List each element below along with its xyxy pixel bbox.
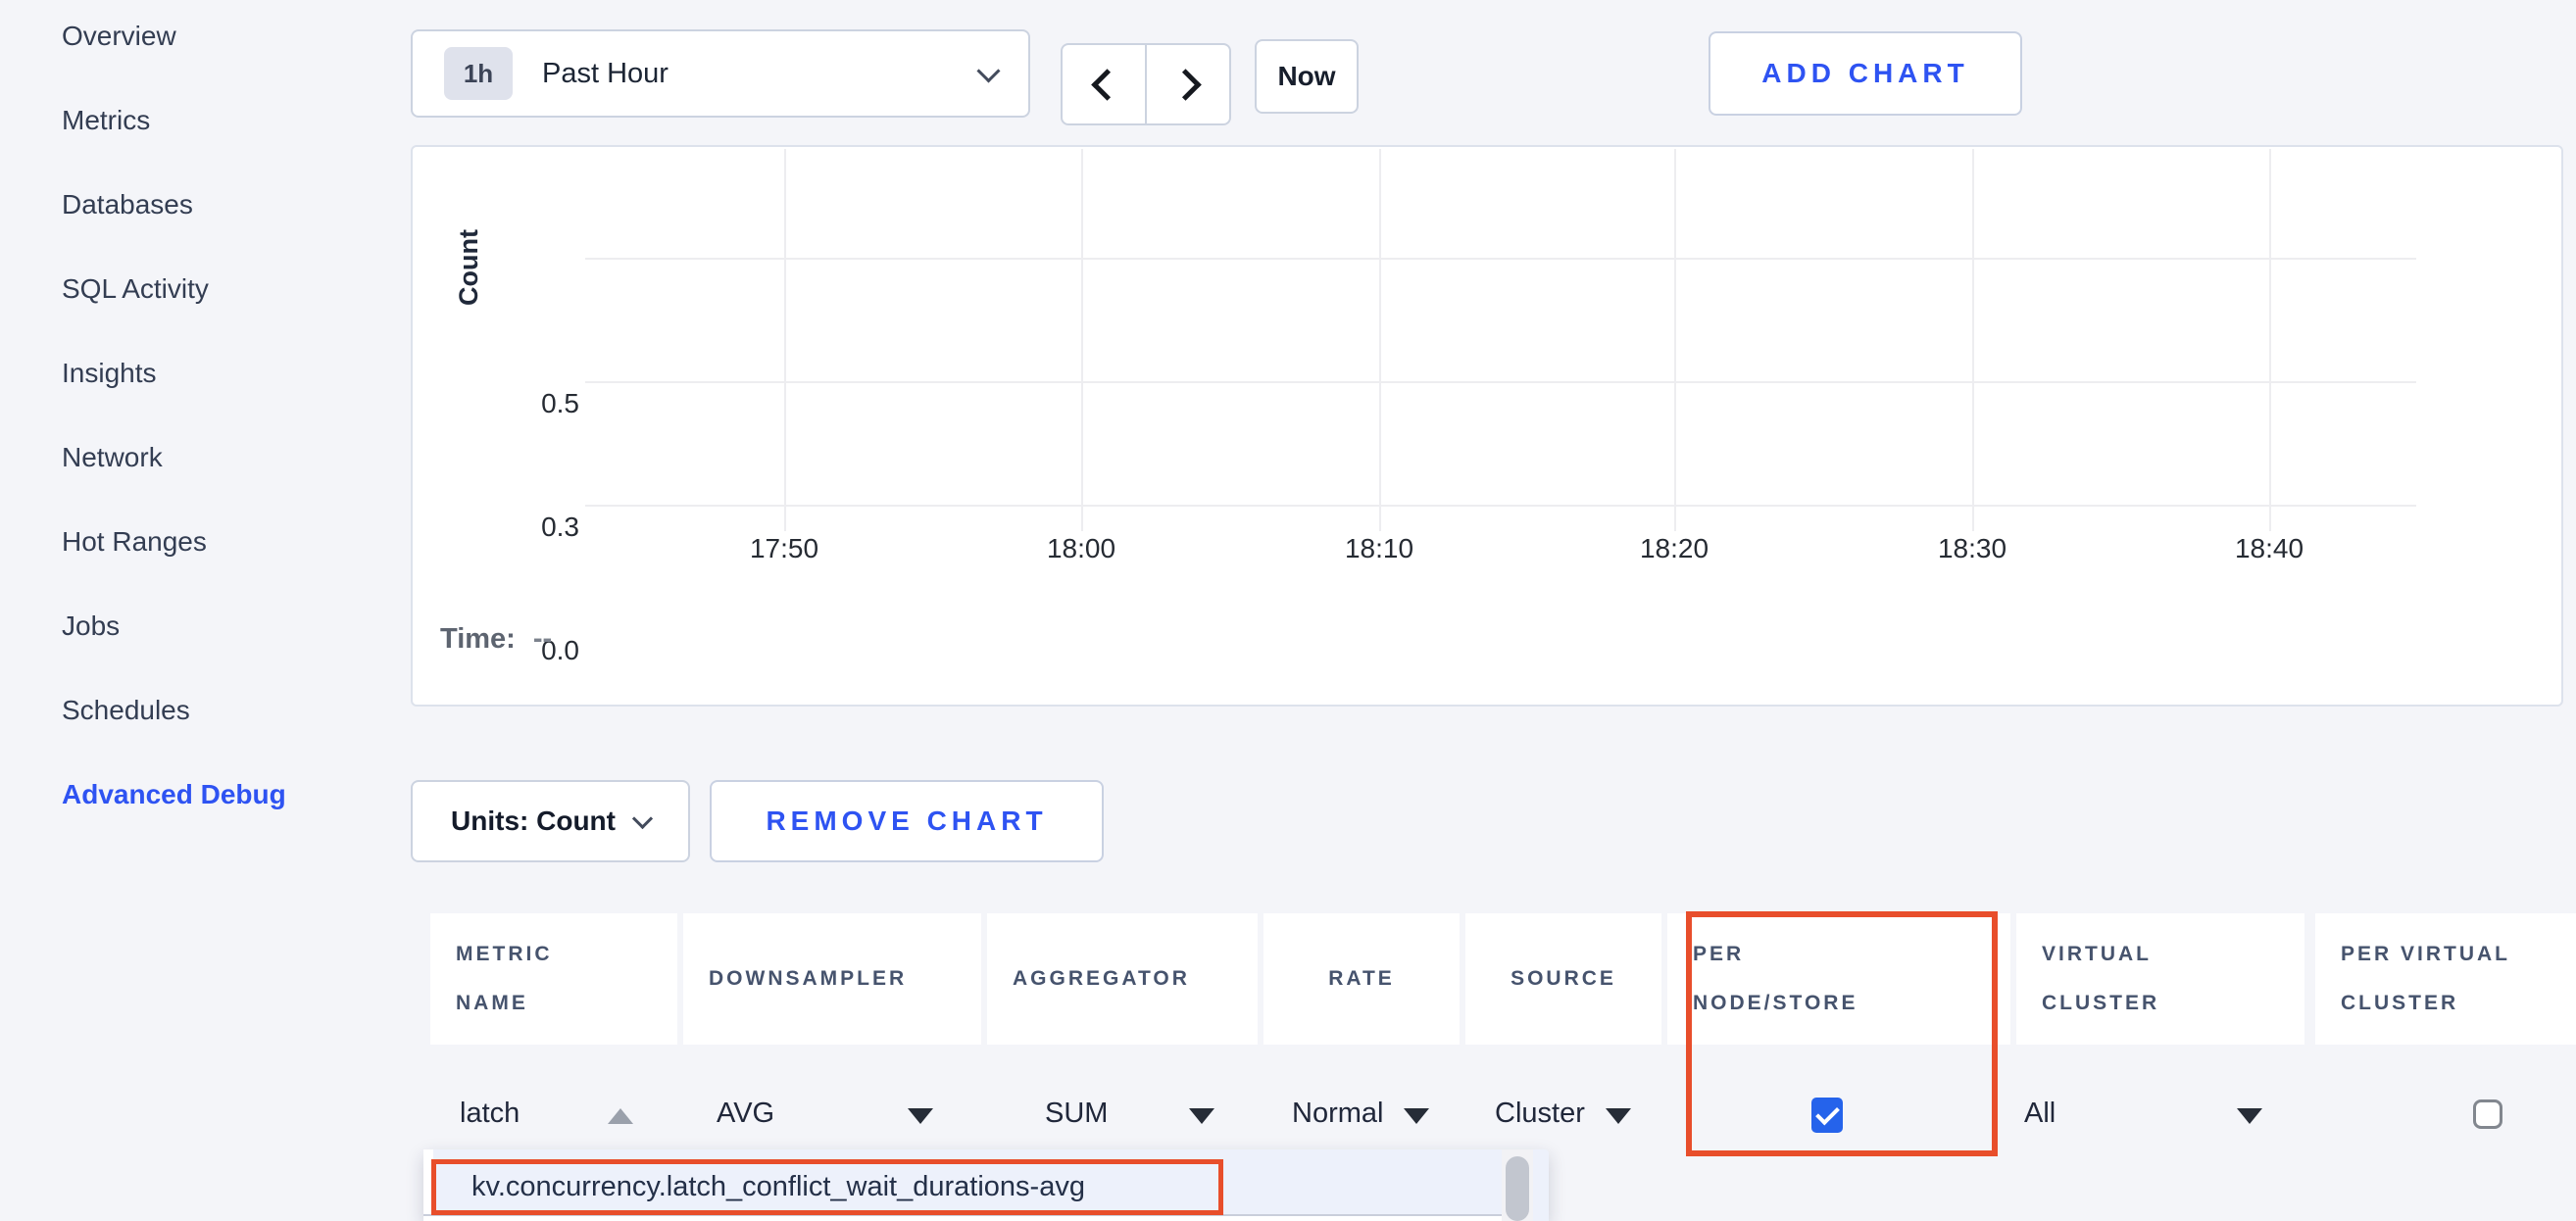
sidebar-item-sql-activity[interactable]: SQL Activity — [62, 273, 209, 304]
gridline-vertical — [1081, 149, 1083, 531]
sidebar-item-network[interactable]: Network — [62, 442, 163, 472]
time-value: -- — [532, 623, 553, 655]
x-tick-label: 18:30 — [1937, 533, 2007, 563]
now-button[interactable]: Now — [1255, 39, 1359, 114]
y-tick-label: 0.5 — [541, 388, 579, 418]
rate-select[interactable]: Normal — [1292, 1098, 1384, 1129]
y-tick-label: 0.0 — [541, 635, 579, 665]
gridline-vertical — [784, 149, 786, 531]
previous-timeframe-button[interactable] — [1063, 45, 1147, 123]
custom-chart-panel: Count 0.5 0.3 0.0 17:50 18:00 18:10 18:2… — [411, 145, 2563, 707]
caret-down-icon[interactable] — [1404, 1108, 1429, 1124]
add-chart-button[interactable]: ADD CHART — [1709, 31, 2022, 116]
y-axis-label: Count — [454, 229, 483, 306]
gridline-vertical — [1379, 149, 1381, 531]
column-header-source: SOURCE — [1465, 913, 1661, 1045]
sidebar-item-advanced-debug[interactable]: Advanced Debug — [62, 779, 286, 809]
chevron-down-icon — [631, 807, 654, 829]
gridline-vertical — [2269, 149, 2271, 531]
per-virtual-cluster-checkbox[interactable] — [2473, 1099, 2502, 1129]
gridline-horizontal — [585, 258, 2416, 260]
source-select[interactable]: Cluster — [1495, 1098, 1585, 1129]
time-label: Time: — [440, 623, 516, 655]
chevron-right-icon — [1168, 68, 1202, 101]
x-tick-label: 18:00 — [1046, 533, 1116, 563]
metric-autocomplete-dropdown: kv.concurrency.latch_conflict_wait_durat… — [423, 1149, 1549, 1221]
column-header-per-node-store: PER NODE/STORE — [1667, 913, 2010, 1045]
x-tick-label: 18:10 — [1344, 533, 1414, 563]
sidebar-item-metrics[interactable]: Metrics — [62, 105, 151, 135]
dropdown-edge — [423, 1149, 433, 1221]
gridline-vertical — [1674, 149, 1676, 531]
x-tick-label: 18:40 — [2234, 533, 2304, 563]
sidebar: Overview Metrics Databases SQL Activity … — [62, 0, 395, 837]
caret-down-icon[interactable] — [1606, 1108, 1631, 1124]
hover-time-readout: Time: -- — [440, 623, 552, 656]
column-header-metric-name: METRIC NAME — [430, 913, 677, 1045]
column-header-downsampler: DOWNSAMPLER — [683, 913, 981, 1045]
column-header-aggregator: AGGREGATOR — [987, 913, 1258, 1045]
chevron-left-icon — [1090, 68, 1123, 101]
time-window-badge: 1h — [444, 47, 513, 100]
sidebar-item-overview[interactable]: Overview — [62, 21, 176, 51]
sidebar-item-schedules[interactable]: Schedules — [62, 695, 190, 725]
caret-down-icon[interactable] — [908, 1108, 933, 1124]
next-timeframe-button[interactable] — [1147, 45, 1229, 123]
gridline-horizontal — [585, 505, 2416, 507]
sidebar-item-hot-ranges[interactable]: Hot Ranges — [62, 526, 207, 557]
metric-name-input[interactable] — [460, 1098, 607, 1130]
next-suggestion-partial — [423, 1214, 1502, 1221]
sidebar-item-databases[interactable]: Databases — [62, 189, 193, 220]
column-header-virtual-cluster: VIRTUAL CLUSTER — [2016, 913, 2304, 1045]
downsampler-select[interactable]: AVG — [717, 1098, 775, 1129]
sidebar-item-insights[interactable]: Insights — [62, 358, 157, 388]
caret-up-icon[interactable] — [608, 1108, 633, 1124]
column-header-rate: RATE — [1263, 913, 1460, 1045]
x-tick-label: 18:20 — [1639, 533, 1709, 563]
virtual-cluster-select[interactable]: All — [2024, 1098, 2056, 1129]
units-dropdown-label: Units: Count — [451, 806, 616, 836]
gridline-horizontal — [585, 381, 2416, 383]
per-node-store-checkbox[interactable] — [1811, 1098, 1843, 1133]
time-window-picker[interactable]: 1h Past Hour — [411, 29, 1030, 118]
aggregator-select[interactable]: SUM — [1045, 1098, 1109, 1129]
x-tick-label: 17:50 — [749, 533, 819, 563]
time-nav-arrows — [1061, 43, 1231, 125]
column-header-per-virtual-cluster: PER VIRTUAL CLUSTER — [2315, 913, 2576, 1045]
caret-down-icon[interactable] — [1189, 1108, 1214, 1124]
remove-chart-button[interactable]: REMOVE CHART — [710, 780, 1104, 862]
chevron-down-icon — [976, 58, 1001, 83]
units-dropdown[interactable]: Units: Count — [411, 780, 690, 862]
metric-suggestion-item[interactable]: kv.concurrency.latch_conflict_wait_durat… — [471, 1171, 1085, 1202]
gridline-vertical — [1972, 149, 1974, 531]
dropdown-scrollbar-thumb[interactable] — [1506, 1156, 1529, 1221]
caret-down-icon[interactable] — [2237, 1108, 2262, 1124]
y-tick-label: 0.3 — [541, 512, 579, 542]
sidebar-item-jobs[interactable]: Jobs — [62, 610, 121, 641]
time-window-label: Past Hour — [542, 57, 669, 89]
